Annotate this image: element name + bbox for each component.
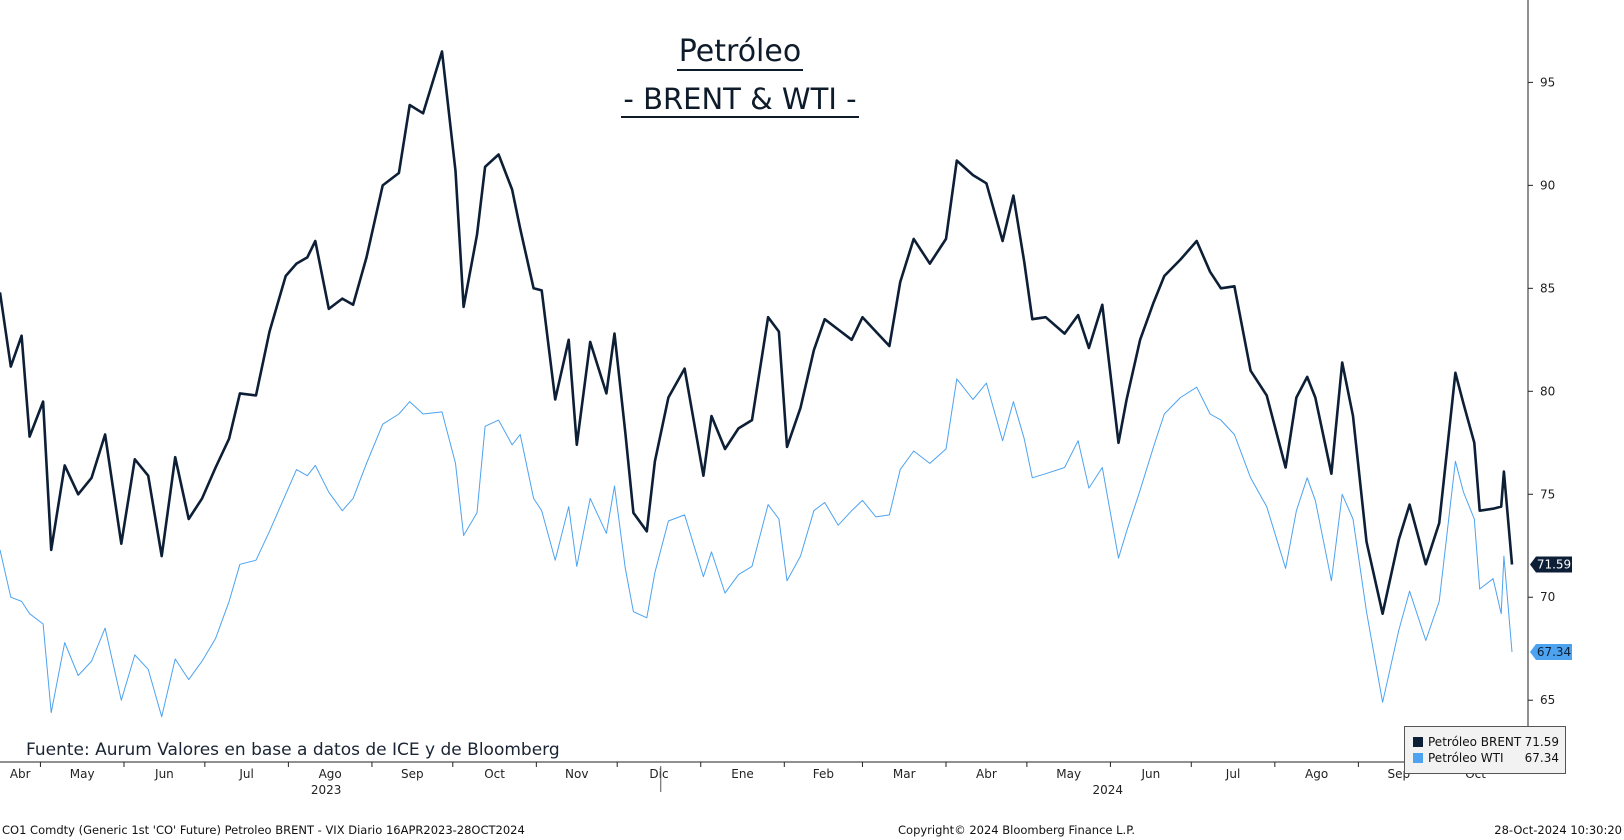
x-month-label: Dic xyxy=(649,767,668,781)
brent-last-value-tag xyxy=(1530,556,1572,573)
x-month-label: Sep xyxy=(401,767,424,781)
y-tick-label: 80 xyxy=(1540,384,1555,398)
legend-label-brent: Petróleo BRENT xyxy=(1428,735,1522,749)
x-month-label: Oct xyxy=(484,767,505,781)
brent-line xyxy=(0,50,1514,615)
chart-title-line1: Petróleo xyxy=(676,34,804,71)
x-month-label: Feb xyxy=(813,767,834,781)
footer-copyright: Copyright© 2024 Bloomberg Finance L.P. xyxy=(898,823,1135,837)
x-month-label: Jul xyxy=(1225,767,1240,781)
brent-last-value-label: 71.59 xyxy=(1537,557,1571,571)
y-tick-label: 75 xyxy=(1540,487,1555,501)
y-tick-label: 65 xyxy=(1540,693,1555,707)
legend-item-brent: Petróleo BRENT 71.59 xyxy=(1413,734,1559,750)
x-month-label: Abr xyxy=(10,767,31,781)
wti-last-value-label: 67.34 xyxy=(1537,645,1571,659)
y-tick-label: 70 xyxy=(1540,590,1555,604)
y-tick-label: 85 xyxy=(1540,281,1555,295)
x-month-label: May xyxy=(70,767,95,781)
source-note: Fuente: Aurum Valores en base a datos de… xyxy=(26,740,560,760)
x-month-label: Ago xyxy=(319,767,342,781)
x-month-label: Jul xyxy=(238,767,253,781)
x-month-label: Ene xyxy=(731,767,754,781)
wti-line xyxy=(0,378,1513,718)
x-month-label: Nov xyxy=(565,767,588,781)
y-tick-label: 95 xyxy=(1540,75,1555,89)
x-month-label: Ago xyxy=(1305,767,1328,781)
footer-ticker-info: CO1 Comdty (Generic 1st 'CO' Future) Pet… xyxy=(2,823,525,837)
y-tick-label: 90 xyxy=(1540,178,1555,192)
chart-legend: Petróleo BRENT 71.59 Petróleo WTI 67.34 xyxy=(1404,726,1566,774)
x-month-label: Mar xyxy=(893,767,916,781)
x-month-label: May xyxy=(1056,767,1081,781)
x-month-label: Jun xyxy=(1140,767,1160,781)
x-month-label: Jun xyxy=(154,767,174,781)
x-month-label: Abr xyxy=(976,767,997,781)
legend-swatch-wti xyxy=(1413,753,1423,763)
legend-swatch-brent xyxy=(1413,737,1423,747)
footer-timestamp: 28-Oct-2024 10:30:20 xyxy=(1494,823,1622,837)
legend-item-wti: Petróleo WTI 67.34 xyxy=(1413,750,1559,766)
x-year-label: 2024 xyxy=(1092,783,1123,797)
x-year-label: 2023 xyxy=(311,783,342,797)
legend-value-brent: 71.59 xyxy=(1524,735,1559,749)
legend-value-wti: 67.34 xyxy=(1524,751,1559,765)
wti-last-value-tag xyxy=(1530,644,1572,661)
legend-label-wti: Petróleo WTI xyxy=(1428,751,1504,765)
chart-title-line2: - BRENT & WTI - xyxy=(621,82,859,118)
